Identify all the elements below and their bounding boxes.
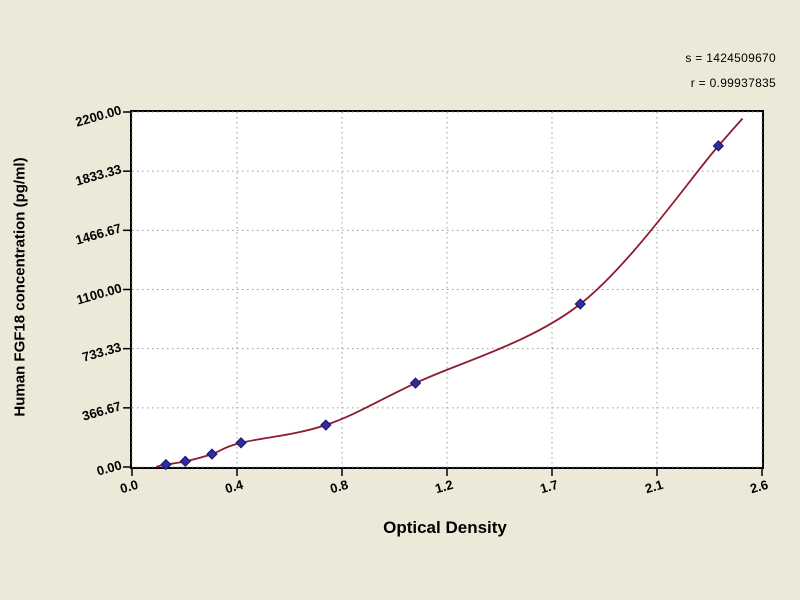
data-point-marker [179,455,192,468]
data-point-marker [320,419,332,431]
data-point-marker [574,298,586,310]
y-tick-label: 1100.00 [74,279,124,307]
data-point-marker [712,140,725,152]
x-tick-label: 0.8 [328,476,350,497]
y-tick-label: 1466.67 [73,220,124,248]
standard-curve-path [155,117,744,468]
y-tick-label: 366.67 [80,398,124,424]
y-tick-label: 2200.00 [73,102,124,130]
r-value: r = 0.99937835 [690,76,776,90]
fit-statistics: s = 1424509670 r = 0.99937835 [685,46,776,96]
s-value: s = 1424509670 [685,51,776,65]
x-tick-label: 0.0 [118,476,140,497]
x-axis-title: Optical Density [383,518,507,537]
data-point-marker [206,448,218,460]
y-tick-label: 1833.33 [73,161,124,189]
data-point-marker [409,377,422,389]
x-tick-label: 2.1 [643,476,665,497]
x-tick-label: 1.7 [538,476,560,497]
curve-canvas [123,111,763,476]
x-tick-label: 2.6 [748,476,770,497]
y-tick-label: 733.33 [80,338,124,365]
data-point-marker [235,437,247,449]
y-tick-label: 0.00 [94,457,124,479]
plot-area [123,110,764,476]
data-point-marker [160,458,172,471]
x-tick-label: 1.2 [433,476,455,497]
x-tick-label: 0.4 [223,476,245,497]
y-axis-title: Human FGF18 concentration (pg/ml) [11,157,29,417]
